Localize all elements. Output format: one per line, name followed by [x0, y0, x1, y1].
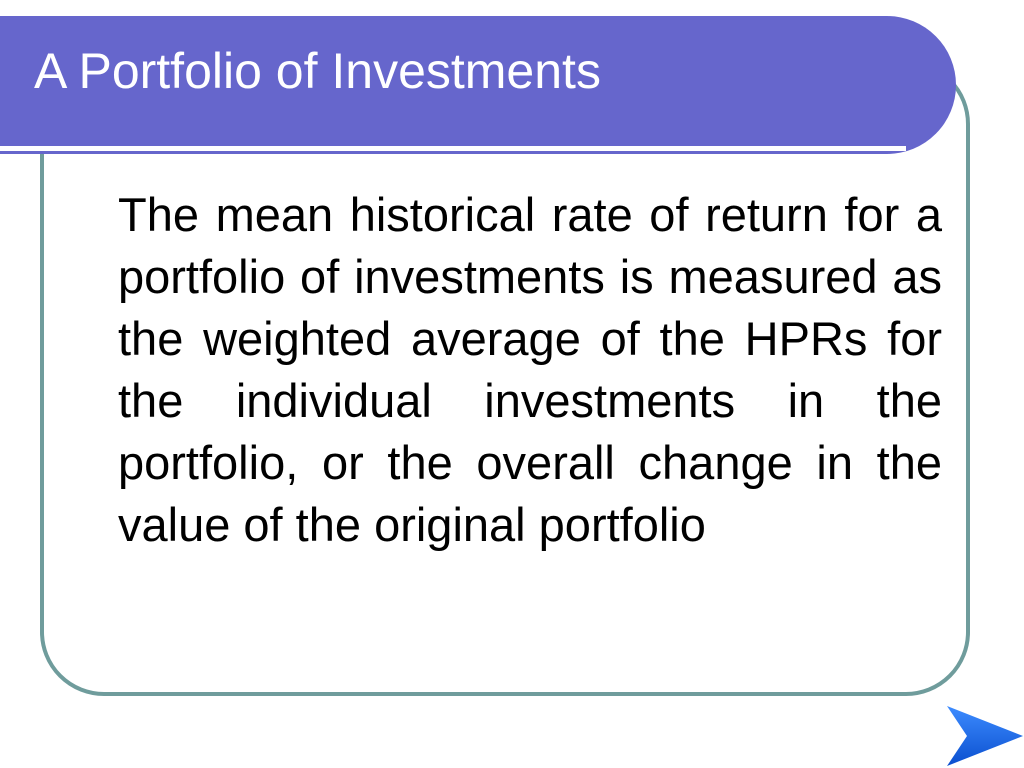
next-slide-arrow-icon[interactable] [945, 704, 1023, 768]
content-frame [40, 60, 970, 696]
page-title: A Portfolio of Investments [34, 43, 601, 99]
title-underline [0, 146, 906, 151]
next-slide-arrow-icon-svg [947, 706, 1023, 766]
body-paragraph: The mean historical rate of return for a… [118, 188, 942, 551]
title-bar [0, 16, 956, 154]
